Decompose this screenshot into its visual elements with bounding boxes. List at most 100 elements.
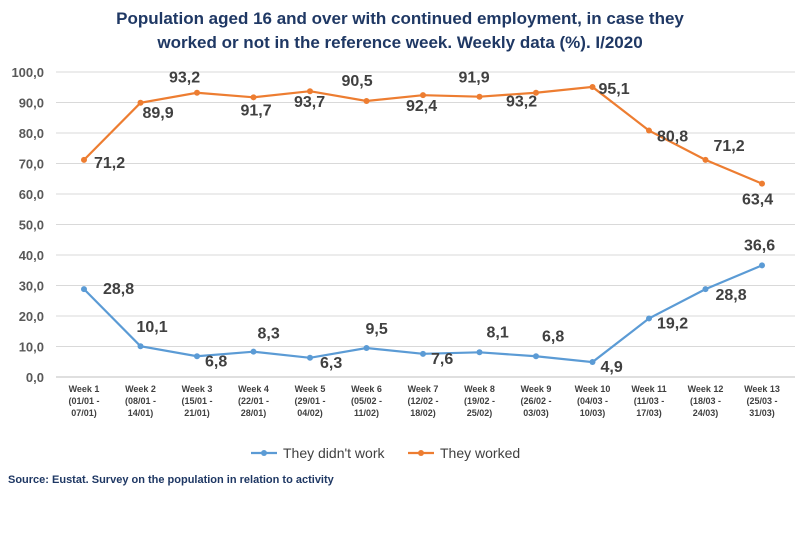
data-point: [533, 89, 539, 96]
data-point: [533, 353, 539, 360]
x-tick-label: Week 3: [182, 384, 213, 394]
chart-source: Source: Eustat. Survey on the population…: [8, 474, 334, 486]
data-point: [250, 94, 257, 101]
x-tick-label: 10/03): [580, 408, 606, 418]
data-point: [81, 156, 87, 163]
data-point: [250, 348, 257, 355]
y-tick-label: 20,0: [19, 309, 44, 324]
x-tick-label: Week 6: [351, 384, 382, 394]
x-tick-label: 31/03): [749, 408, 775, 418]
x-tick-label: (01/01 -: [68, 396, 99, 406]
x-tick-label: Week 4: [238, 384, 269, 394]
x-tick-label: 28/01): [241, 408, 267, 418]
data-point: [363, 97, 370, 104]
x-tick-label: Week 13: [744, 384, 780, 394]
data-label: 93,2: [169, 70, 200, 87]
data-label: 71,2: [94, 155, 125, 172]
x-tick-label: Week 12: [688, 384, 724, 394]
data-point: [307, 88, 313, 95]
data-label: 91,9: [459, 70, 490, 87]
legend-marker: [418, 450, 424, 456]
data-point: [363, 345, 370, 352]
x-tick-label: (29/01 -: [294, 396, 325, 406]
data-label: 80,8: [657, 129, 688, 146]
x-tick-label: Week 8: [464, 384, 495, 394]
x-tick-label: Week 5: [295, 384, 326, 394]
data-label: 6,3: [320, 355, 342, 372]
x-tick-label: 14/01): [128, 408, 154, 418]
data-point: [476, 93, 483, 100]
data-label: 6,8: [542, 328, 564, 345]
data-label: 92,4: [406, 98, 437, 115]
data-point: [137, 99, 144, 106]
data-point: [646, 315, 652, 322]
data-label: 6,8: [205, 353, 227, 370]
chart-title-line-1: Population aged 16 and over with continu…: [116, 9, 684, 28]
y-tick-label: 50,0: [19, 218, 44, 233]
x-tick-label: 25/02): [467, 408, 493, 418]
data-point: [589, 83, 596, 90]
data-label: 8,1: [487, 324, 509, 341]
data-point: [420, 92, 426, 99]
x-tick-label: (22/01 -: [238, 396, 269, 406]
x-tick-label: (15/01 -: [181, 396, 212, 406]
legend-marker: [261, 450, 267, 456]
data-point: [759, 262, 765, 269]
data-label: 9,5: [366, 321, 388, 338]
y-tick-label: 0,0: [26, 370, 44, 385]
data-label: 28,8: [103, 281, 134, 298]
x-tick-label: 24/03): [693, 408, 719, 418]
data-label: 28,8: [716, 287, 747, 304]
y-tick-label: 90,0: [19, 96, 44, 111]
x-tick-label: 03/03): [523, 408, 549, 418]
data-point: [589, 359, 596, 366]
y-tick-label: 70,0: [19, 157, 44, 172]
y-tick-label: 80,0: [19, 126, 44, 141]
x-tick-label: Week 2: [125, 384, 156, 394]
data-point: [702, 286, 709, 293]
data-label: 4,9: [601, 359, 623, 376]
y-tick-label: 10,0: [19, 340, 44, 355]
data-label: 95,1: [599, 81, 630, 98]
x-tick-label: 04/02): [297, 408, 323, 418]
legend-label: They worked: [440, 445, 520, 461]
x-tick-label: Week 11: [631, 384, 666, 394]
y-tick-label: 100,0: [11, 65, 44, 80]
x-tick-label: (08/01 -: [125, 396, 156, 406]
x-tick-label: (19/02 -: [464, 396, 495, 406]
data-label: 90,5: [342, 73, 373, 90]
data-point: [759, 180, 765, 187]
x-tick-label: (11/03 -: [634, 396, 665, 406]
data-label: 8,3: [258, 326, 280, 343]
data-label: 93,7: [294, 94, 325, 111]
x-tick-label: Week 7: [408, 384, 439, 394]
data-point: [194, 353, 200, 360]
series-line-didnt-work: [83, 264, 763, 364]
y-tick-label: 60,0: [19, 187, 44, 202]
x-tick-label: 21/01): [184, 408, 210, 418]
data-label: 63,4: [742, 192, 773, 209]
y-tick-label: 40,0: [19, 248, 44, 263]
data-point: [702, 156, 709, 163]
x-tick-label: Week 1: [69, 384, 100, 394]
legend-label: They didn't work: [283, 445, 385, 461]
x-tick-label: 17/03): [636, 408, 662, 418]
x-tick-label: Week 9: [521, 384, 552, 394]
x-tick-label: 07/01): [71, 408, 97, 418]
data-point: [194, 89, 200, 96]
data-label: 89,9: [143, 105, 174, 122]
data-point: [420, 350, 426, 357]
x-tick-label: 18/02): [410, 408, 436, 418]
data-point: [137, 343, 144, 350]
data-label: 19,2: [657, 315, 688, 332]
x-tick-label: (04/03 -: [577, 396, 608, 406]
x-tick-label: (25/03 -: [746, 396, 777, 406]
x-tick-label: (05/02 -: [351, 396, 382, 406]
data-label: 91,7: [241, 102, 272, 119]
x-tick-label: (18/03 -: [690, 396, 721, 406]
x-tick-label: 11/02): [354, 408, 379, 418]
chart-title-line-2: worked or not in the reference week. Wee…: [157, 33, 643, 52]
x-tick-label: (12/02 -: [407, 396, 438, 406]
